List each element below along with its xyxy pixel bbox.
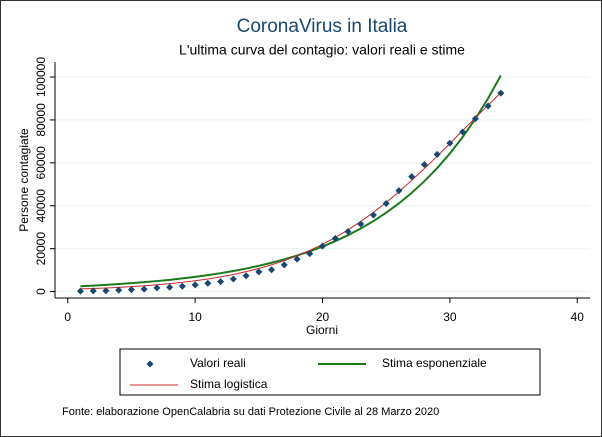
x-axis-title: Giorni (306, 323, 338, 337)
data-point (153, 284, 161, 292)
data-point (268, 266, 276, 274)
data-point (446, 139, 454, 147)
data-point (395, 187, 403, 195)
chart-title: CoronaVirus in Italia (237, 16, 408, 37)
data-point (433, 150, 441, 158)
legend-label: Stima esponenziale (382, 356, 487, 370)
x-tick-label: 40 (571, 310, 585, 324)
data-point (127, 286, 135, 294)
legend-label: Stima logistica (190, 377, 268, 391)
series-line (80, 92, 502, 290)
data-point (357, 220, 365, 228)
data-point (242, 272, 250, 280)
y-tick-label: 20000 (34, 232, 48, 266)
y-tick-label: 60000 (34, 146, 48, 180)
y-tick-label: 100000 (34, 57, 48, 97)
data-point (166, 283, 174, 291)
data-point (255, 268, 263, 276)
data-point (229, 275, 237, 283)
x-tick-label: 10 (188, 310, 202, 324)
data-point (204, 279, 212, 287)
data-point (331, 234, 339, 242)
y-tick-label: 0 (34, 288, 48, 295)
y-axis-title: Persone contagiate (17, 128, 31, 232)
data-point (459, 128, 467, 136)
data-point (217, 278, 225, 286)
data-point (191, 281, 199, 289)
data-point (280, 261, 288, 269)
y-tick-label: 80000 (34, 103, 48, 137)
data-point (484, 102, 492, 110)
data-point (382, 200, 390, 208)
chart-subtitle: L'ultima curva del contagio: valori real… (179, 42, 465, 58)
data-point (178, 282, 186, 290)
data-point (115, 286, 123, 294)
data-point (102, 287, 110, 295)
legend-marker (146, 360, 154, 368)
x-tick-label: 0 (64, 310, 71, 324)
data-point (471, 115, 479, 123)
data-point (408, 173, 416, 181)
data-point (89, 287, 97, 295)
series-line (80, 74, 502, 288)
data-point (369, 211, 377, 219)
y-tick-label: 40000 (34, 189, 48, 223)
x-tick-label: 30 (443, 310, 457, 324)
x-tick-label: 20 (316, 310, 330, 324)
data-point (497, 89, 505, 97)
note: Fonte: elaborazione OpenCalabria su dati… (62, 406, 439, 418)
data-point (306, 250, 314, 258)
data-point (140, 285, 148, 293)
legend (119, 348, 541, 396)
data-point (319, 242, 326, 250)
data-point (420, 161, 428, 169)
data-point (76, 287, 84, 295)
data-point (293, 255, 301, 263)
data-point (344, 228, 352, 236)
legend-label: Valori reali (190, 356, 246, 370)
